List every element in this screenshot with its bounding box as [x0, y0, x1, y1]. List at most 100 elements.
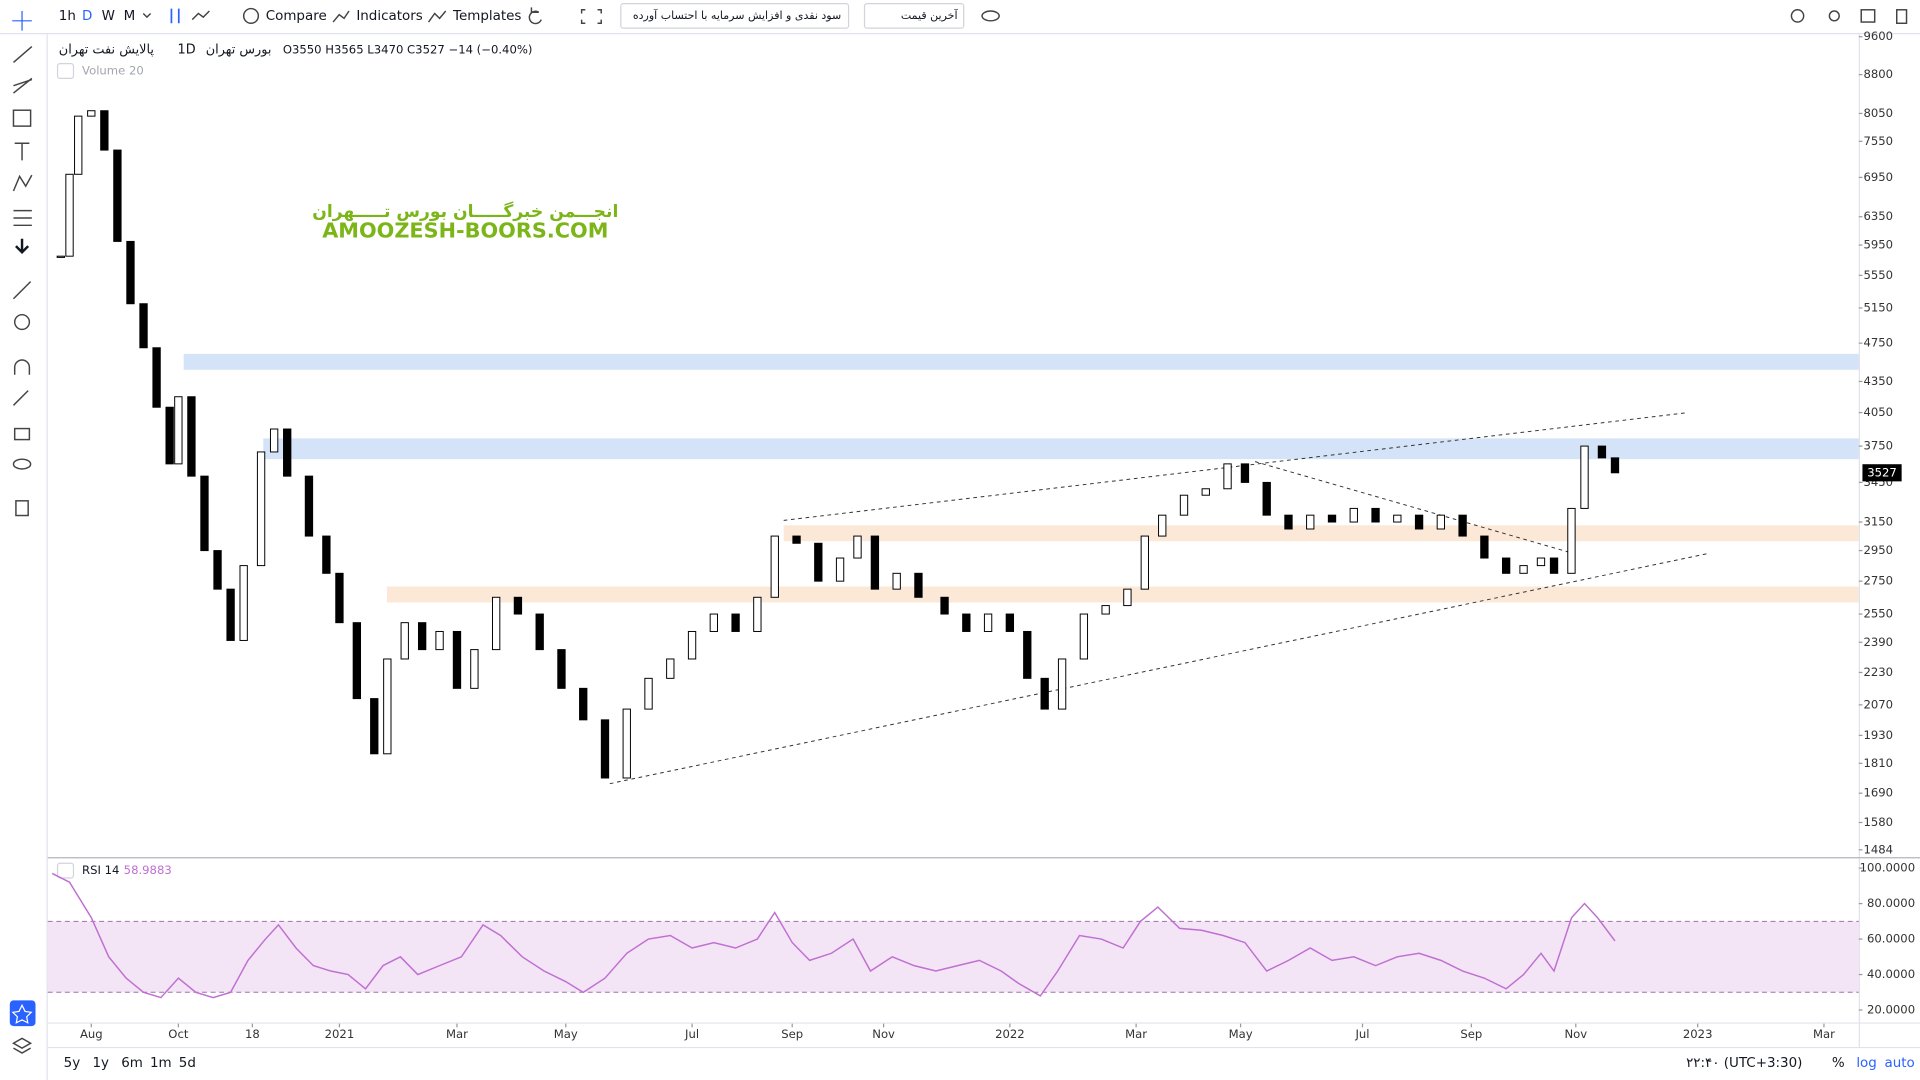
dropdown-icon[interactable]: [142, 12, 152, 19]
range-button[interactable]: 5y: [64, 1056, 81, 1071]
rsi-value: 58.9883: [124, 863, 172, 877]
auto-toggle[interactable]: auto: [1884, 1056, 1914, 1071]
y-tick-label: 2950: [1863, 543, 1893, 557]
interval-button[interactable]: W: [102, 9, 115, 24]
y-tick-label: 2070: [1863, 697, 1893, 711]
y-tick-label: 2230: [1863, 665, 1893, 679]
watermark-fa: انجـــمن خبرگـــــان بورس تـــــهران: [312, 201, 618, 222]
undo-icon[interactable]: [528, 7, 542, 25]
interval-button[interactable]: M: [124, 9, 136, 24]
range-button[interactable]: 1y: [92, 1056, 109, 1071]
x-tick-label: Sep: [781, 1027, 803, 1041]
candle: [914, 572, 923, 598]
indicators-icon[interactable]: [332, 10, 350, 23]
magnet-tool[interactable]: [13, 359, 31, 375]
volume-indicator[interactable]: Volume 20: [82, 64, 144, 78]
zoom-tool[interactable]: [13, 313, 31, 331]
trendline-tool[interactable]: [12, 45, 33, 64]
y-tick-label: 100.0000: [1860, 861, 1915, 875]
trend-line: [609, 552, 1709, 785]
collapse-button[interactable]: [56, 63, 75, 79]
hide-tool[interactable]: [12, 458, 32, 470]
candle: [687, 630, 697, 660]
candle: [1458, 514, 1467, 537]
candle: [557, 649, 566, 689]
log-toggle[interactable]: log: [1856, 1056, 1877, 1071]
y-tick-label: 1930: [1863, 728, 1893, 742]
pattern-tool[interactable]: [12, 174, 33, 192]
price-type-select[interactable]: [863, 3, 965, 29]
candle: [126, 240, 135, 305]
candle: [709, 613, 718, 632]
range-button[interactable]: 5d: [179, 1056, 196, 1071]
prediction-tool[interactable]: [13, 209, 32, 227]
lock-tool[interactable]: [13, 427, 31, 441]
fib-tool[interactable]: [13, 77, 33, 94]
line-style-icon[interactable]: [191, 10, 210, 21]
y-tick-label: 5150: [1863, 300, 1893, 314]
shape-tool[interactable]: [12, 109, 32, 127]
interval-button[interactable]: 1h: [59, 9, 76, 24]
templates-button[interactable]: Templates: [452, 9, 521, 24]
layers-icon[interactable]: [11, 1037, 33, 1054]
chart-style-icon[interactable]: [170, 8, 180, 24]
candle: [983, 613, 993, 632]
y-tick-label: 2390: [1863, 635, 1893, 649]
arrow-tool[interactable]: [15, 238, 30, 254]
candle: [1223, 463, 1232, 490]
candle: [1480, 535, 1489, 559]
templates-icon[interactable]: [427, 10, 447, 23]
candle: [1580, 445, 1589, 509]
snapshot-icon[interactable]: [1860, 9, 1876, 23]
candle: [1519, 565, 1528, 574]
candle: [1101, 605, 1110, 615]
interval-button[interactable]: D: [82, 9, 92, 24]
indicators-button[interactable]: Indicators: [356, 9, 422, 24]
candle: [435, 630, 444, 651]
x-tick-label: Jul: [1354, 1027, 1369, 1041]
adjustment-select[interactable]: [620, 3, 850, 29]
y-tick-label: 9600: [1863, 29, 1893, 43]
candle: [731, 613, 740, 632]
x-tick-label: 2021: [325, 1027, 355, 1041]
top-toolbar: 1h D W M Compare Indicators Templates سو…: [0, 3, 1920, 35]
percent-toggle[interactable]: %: [1832, 1056, 1845, 1071]
y-tick-label: 7550: [1863, 134, 1893, 148]
rsi-band: [47, 921, 1859, 993]
candle: [835, 557, 845, 582]
compare-button[interactable]: Compare: [266, 9, 327, 24]
share-icon[interactable]: [1828, 10, 1840, 22]
candle: [853, 535, 862, 559]
favorites-button[interactable]: [9, 1000, 36, 1027]
draw-mode-tool[interactable]: [12, 390, 29, 406]
candle: [1201, 488, 1210, 496]
candle: [1610, 457, 1620, 474]
measure-tool[interactable]: [12, 281, 32, 300]
y-tick-label: 2550: [1863, 607, 1893, 621]
fullscreen-icon[interactable]: [580, 9, 602, 25]
candle: [1327, 514, 1337, 523]
eye-icon[interactable]: [981, 10, 1000, 22]
candle: [239, 565, 248, 641]
candle: [644, 677, 653, 710]
delete-icon[interactable]: [1896, 9, 1908, 24]
range-button[interactable]: 1m: [150, 1056, 172, 1071]
candle: [74, 115, 83, 175]
y-tick-label: 80.0000: [1867, 896, 1915, 910]
candle: [139, 303, 148, 349]
x-tick-label: 18: [245, 1027, 260, 1041]
remove-tool[interactable]: [15, 500, 29, 517]
collapse-button[interactable]: [56, 862, 75, 879]
compare-icon[interactable]: [242, 7, 260, 24]
crosshair-tool[interactable]: [12, 11, 32, 31]
x-tick-label: Sep: [1460, 1027, 1482, 1041]
candle: [304, 475, 314, 537]
candle: [174, 396, 183, 465]
candle: [814, 542, 823, 582]
range-button[interactable]: 6m: [121, 1056, 143, 1071]
text-tool[interactable]: [14, 142, 30, 161]
candle: [491, 596, 501, 651]
timezone[interactable]: ۲۲:۴۰ (UTC+3:30): [1686, 1056, 1802, 1071]
settings-icon[interactable]: [1790, 9, 1805, 23]
